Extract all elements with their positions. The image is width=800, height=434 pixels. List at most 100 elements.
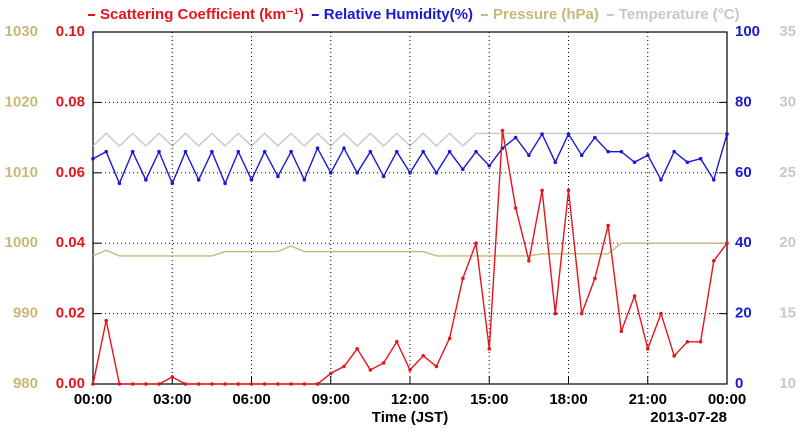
point (553, 311, 558, 316)
y-tick-label: 0 (735, 375, 743, 392)
point (632, 294, 637, 298)
point (196, 178, 201, 182)
point (223, 382, 227, 386)
point (421, 354, 426, 358)
point (210, 149, 214, 154)
point (289, 382, 293, 386)
point (711, 259, 716, 263)
point (487, 347, 492, 351)
point (698, 339, 703, 344)
point (328, 171, 333, 175)
y-tick-label: 80 (735, 93, 752, 110)
point (262, 149, 267, 154)
point (104, 318, 109, 323)
point (236, 149, 241, 154)
point (593, 135, 597, 140)
point (606, 223, 610, 228)
point (725, 132, 729, 136)
point (672, 354, 676, 358)
y-tick-label: 0.08 (56, 93, 85, 110)
point (685, 339, 690, 344)
point (527, 259, 531, 263)
point (408, 368, 412, 372)
point (527, 153, 531, 157)
point (540, 188, 544, 193)
point (183, 382, 188, 386)
date-annotation: 2013-07-28 (650, 409, 727, 426)
point (553, 160, 558, 165)
point (236, 382, 241, 386)
y-tick-label: 0.00 (56, 375, 85, 392)
point (196, 382, 201, 386)
point (117, 382, 122, 386)
point (566, 132, 571, 136)
legend-label: Relative Humidity(%) (324, 6, 473, 23)
point (302, 382, 307, 386)
point (672, 149, 676, 154)
point (342, 364, 346, 369)
point (355, 171, 359, 175)
x-tick-label: 03:00 (153, 391, 191, 408)
point (381, 361, 386, 365)
point (130, 382, 135, 386)
legend-label: Pressure (hPa) (493, 6, 599, 23)
point (540, 132, 544, 136)
x-tick-label: 18:00 (549, 391, 587, 408)
point (593, 276, 597, 281)
point (434, 364, 439, 369)
x-tick-label: 15:00 (470, 391, 508, 408)
y-tick-label: 980 (13, 375, 38, 392)
y-tick-label: 0.06 (56, 164, 85, 181)
point (619, 149, 624, 154)
point (619, 329, 624, 334)
x-tick-label: 06:00 (232, 391, 270, 408)
point (104, 149, 109, 154)
point (381, 174, 386, 179)
y-tick-label: 30 (779, 93, 796, 110)
point (474, 241, 478, 245)
y-tick-label: 1030 (5, 23, 38, 40)
point (210, 382, 214, 386)
point (249, 178, 254, 182)
point (394, 149, 399, 154)
point (447, 336, 452, 341)
y-tick-label: 100 (735, 23, 760, 40)
point (461, 276, 465, 281)
point (394, 339, 399, 344)
point (289, 149, 293, 154)
y-tick-label: 1000 (5, 234, 38, 251)
point (566, 188, 571, 193)
point (170, 375, 175, 379)
point (157, 149, 161, 154)
x-tick-label: 12:00 (391, 391, 429, 408)
point (513, 135, 518, 140)
point (408, 171, 412, 175)
y-tick-label: 35 (779, 23, 796, 40)
point (130, 149, 135, 154)
point (117, 181, 122, 186)
x-tick-label: 09:00 (312, 391, 350, 408)
point (632, 160, 637, 165)
x-tick-label: 00:00 (74, 391, 112, 408)
point (645, 153, 650, 157)
point (262, 382, 267, 386)
point (685, 160, 690, 165)
legend-label: Temperature (°C) (619, 6, 740, 23)
point (249, 382, 254, 386)
y-tick-label: 0.02 (56, 305, 85, 322)
point (725, 241, 729, 245)
point (645, 347, 650, 351)
series-line (92, 132, 727, 147)
point (513, 206, 518, 210)
point (579, 311, 584, 316)
y-tick-label: 0.10 (56, 23, 85, 40)
y-tick-label: 20 (779, 234, 796, 251)
point (302, 178, 307, 182)
point (474, 149, 478, 154)
point (698, 156, 703, 161)
y-tick-label: 40 (735, 234, 752, 251)
point (328, 371, 333, 376)
point (355, 347, 359, 351)
point (434, 171, 439, 175)
y-tick-label: 0.04 (56, 234, 86, 251)
